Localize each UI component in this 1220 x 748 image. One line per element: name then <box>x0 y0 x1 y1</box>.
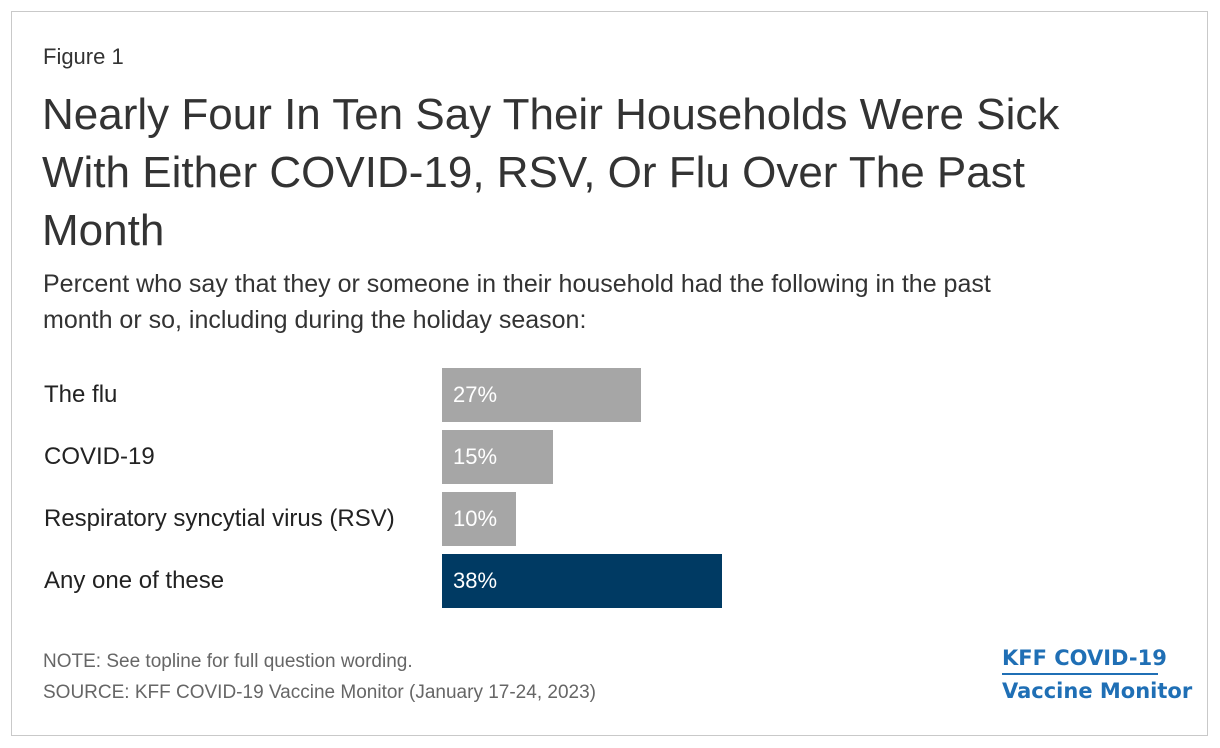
category-label: The flu <box>44 381 118 408</box>
bar-value-label: 27% <box>453 382 498 407</box>
chart-subtitle-line: Percent who say that they or someone in … <box>43 270 991 298</box>
figure-label: Figure 1 <box>43 44 124 69</box>
chart-note: NOTE: See topline for full question word… <box>43 651 413 672</box>
bar <box>442 430 553 484</box>
chart-title: Nearly Four In Ten Say Their Households … <box>42 86 1182 260</box>
bar <box>442 492 516 546</box>
chart-title-line: Month <box>42 206 165 255</box>
bar <box>442 554 722 608</box>
figure-frame <box>11 11 1208 736</box>
bar-value-label: 38% <box>453 568 498 593</box>
chart-title-line: With Either COVID-19, RSV, Or Flu Over T… <box>42 148 1025 197</box>
chart-title-line: Nearly Four In Ten Say Their Households … <box>42 90 1060 139</box>
chart-subtitle-line: month or so, including during the holida… <box>43 306 587 334</box>
bar-value-label: 15% <box>453 444 498 469</box>
category-label: Any one of these <box>44 567 225 594</box>
brand-logo-line-2: Vaccine Monitor <box>1002 679 1193 703</box>
category-label: COVID-19 <box>44 443 155 470</box>
brand-logo-rule <box>1002 673 1158 675</box>
category-label: Respiratory syncytial virus (RSV) <box>44 505 395 532</box>
bar-value-label: 10% <box>453 506 498 531</box>
brand-logo-line-1: KFF COVID-19 <box>1002 646 1167 670</box>
chart-subtitle: Percent who say that they or someone in … <box>43 266 1163 338</box>
chart-source: SOURCE: KFF COVID-19 Vaccine Monitor (Ja… <box>43 682 596 703</box>
bar <box>442 368 641 422</box>
